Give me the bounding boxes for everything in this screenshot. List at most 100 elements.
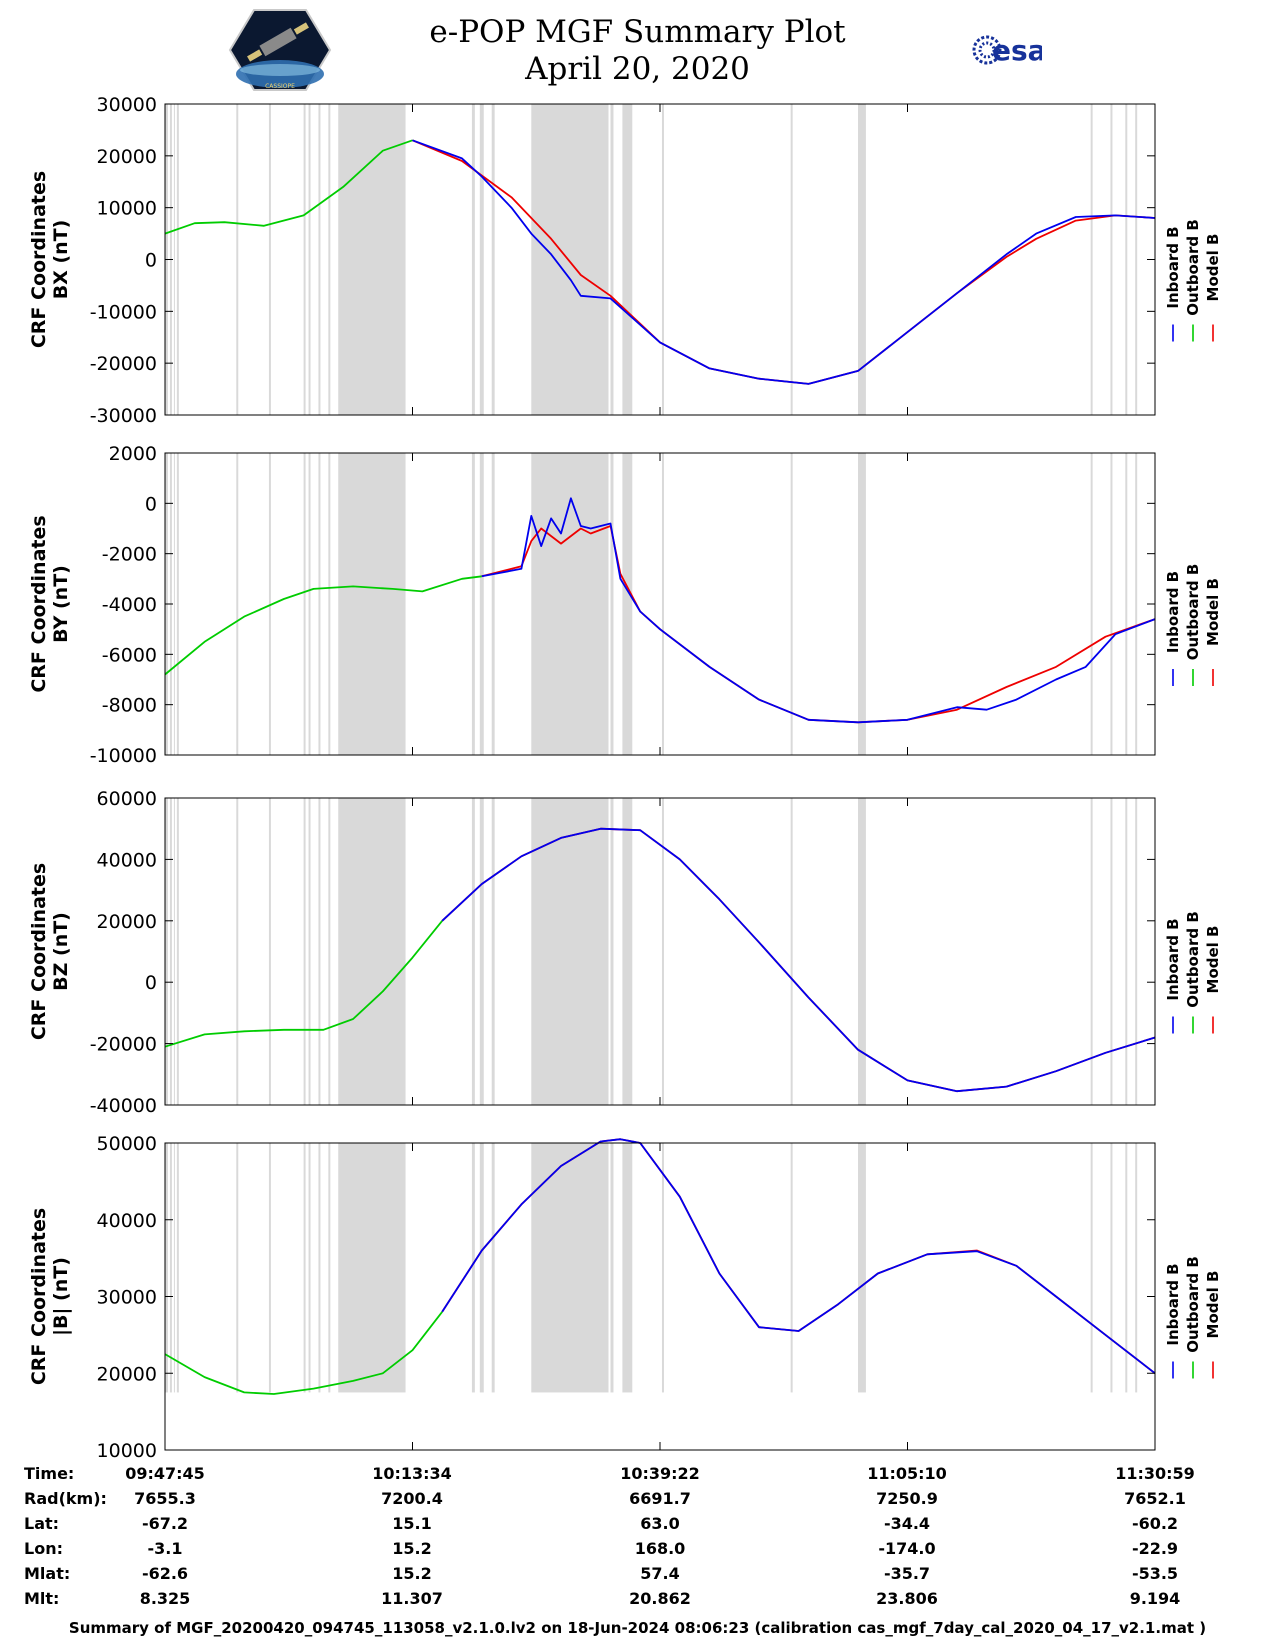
y-axis-label: CRF CoordinatesBZ (nT) <box>28 863 72 1040</box>
panel-4: 50000 40000 30000 20000 10000 CRF Coordinates… <box>28 1133 1222 1460</box>
info-cell: -174.0 <box>878 1539 936 1558</box>
y-tick-label: 60000 <box>97 788 157 810</box>
data-gap-band <box>610 798 614 1105</box>
plot-title: e-POP MGF Summary Plot April 20, 2020 <box>0 14 1275 88</box>
data-gap-band <box>308 104 311 415</box>
data-gap-band <box>1125 104 1128 415</box>
series-line-inboard-b <box>441 1138 1156 1375</box>
info-row-label: Time: <box>24 1464 75 1483</box>
data-gap-band <box>165 1143 168 1393</box>
data-gap-band <box>308 798 311 1105</box>
data-gap-band <box>268 1143 271 1393</box>
y-axis-label-line-1: CRF Coordinates <box>28 515 50 692</box>
data-gap-band <box>328 453 331 755</box>
y-axis-label-line-2: BY (nT) <box>50 565 72 643</box>
y-tick-label: 2000 <box>109 443 157 465</box>
data-gap-band <box>1090 453 1093 755</box>
info-cell: 8.325 <box>139 1589 191 1608</box>
data-gap-band <box>173 104 175 415</box>
data-gap-band <box>491 104 495 415</box>
data-gap-band <box>1135 1143 1138 1393</box>
info-row-label: Rad(km): <box>24 1489 107 1508</box>
y-tick-label: -6000 <box>102 644 157 666</box>
y-tick-label: 10000 <box>97 1440 157 1460</box>
y-tick-label: -2000 <box>102 544 157 566</box>
legend-label: Inboard B <box>1164 226 1182 308</box>
data-gap-band <box>622 798 633 1105</box>
legend-label: Inboard B <box>1164 1263 1182 1345</box>
y-tick-label: -4000 <box>102 594 157 616</box>
info-cell: 11:05:10 <box>867 1464 947 1483</box>
info-cell: -34.4 <box>883 1514 931 1533</box>
data-gap-band <box>610 453 614 755</box>
data-gap-band <box>790 453 793 755</box>
panel-frame <box>164 103 1156 416</box>
info-row-label: Lat: <box>24 1514 60 1533</box>
data-gap-band <box>1110 1143 1113 1393</box>
y-tick-label: -10000 <box>90 745 157 767</box>
data-gap-band <box>236 798 239 1105</box>
data-gap-band <box>1125 453 1128 755</box>
y-tick-label: 50000 <box>97 1133 157 1155</box>
data-gap-band <box>303 104 306 415</box>
data-gap-band <box>236 1143 239 1393</box>
series-line-inboard-b <box>412 139 1156 385</box>
data-gap-band <box>790 1143 793 1393</box>
data-gap-band <box>471 798 475 1105</box>
data-gap-band <box>236 453 239 755</box>
series-line-outboard-b <box>164 1311 443 1395</box>
data-gap-band <box>610 1143 614 1393</box>
data-gap-band <box>661 798 664 1105</box>
data-gap-band <box>1090 1143 1093 1393</box>
esa-logo: esa <box>972 34 1042 67</box>
y-axis-label-line-2: |B| (nT) <box>50 1257 72 1336</box>
info-cell: 15.2 <box>392 1539 432 1558</box>
y-axis-label-line-1: CRF Coordinates <box>28 171 50 348</box>
data-gap-band <box>479 104 484 415</box>
data-gap-band <box>491 1143 495 1393</box>
data-gap-band <box>318 453 321 755</box>
data-gap-band <box>268 798 271 1105</box>
panel-2: 2000 0 -2000 -4000 -6000 -8000 -10000 CRF Coord… <box>28 443 1222 767</box>
data-gap-band <box>858 104 866 415</box>
data-gap-band <box>661 104 664 415</box>
data-gap-band <box>318 798 321 1105</box>
info-cell: -3.1 <box>147 1539 183 1558</box>
data-gap-band <box>479 798 484 1105</box>
data-gap-band <box>338 1143 406 1393</box>
panel-frame <box>164 452 1156 756</box>
info-cell: 7655.3 <box>134 1489 196 1508</box>
y-tick-label: 0 <box>145 972 157 994</box>
data-gap-band <box>622 104 633 415</box>
y-axis-label-line-1: CRF Coordinates <box>28 1208 50 1385</box>
data-gap-band <box>268 453 271 755</box>
data-gap-band <box>531 104 609 415</box>
info-cell: -62.6 <box>141 1564 189 1583</box>
info-row-label: Mlat: <box>24 1564 71 1583</box>
data-gap-band <box>176 1143 179 1393</box>
info-cell: -60.2 <box>1131 1514 1179 1533</box>
data-gap-band <box>176 453 179 755</box>
data-gap-band <box>531 1143 609 1393</box>
data-gap-band <box>169 798 172 1105</box>
data-gap-band <box>176 104 179 415</box>
data-gap-band <box>531 798 609 1105</box>
info-cell: 11.307 <box>381 1589 443 1608</box>
y-tick-label: -20000 <box>90 1034 157 1056</box>
info-cell: -67.2 <box>141 1514 189 1533</box>
y-tick-label: 20000 <box>97 911 157 933</box>
data-gap-band <box>268 104 271 415</box>
data-gap-band <box>491 798 495 1105</box>
data-gap-band <box>1110 453 1113 755</box>
data-gap-band <box>328 1143 331 1393</box>
legend-label: Inboard B <box>1164 571 1182 653</box>
legend-label: Outboard B <box>1184 911 1202 1008</box>
series-line-outboard-b <box>164 575 482 676</box>
legend-label: Outboard B <box>1184 1256 1202 1353</box>
info-cell: -53.5 <box>1131 1564 1179 1583</box>
legend-label: Model B <box>1204 926 1222 994</box>
data-gap-band <box>471 453 475 755</box>
data-gap-band <box>169 1143 172 1393</box>
y-tick-label: 0 <box>145 250 157 272</box>
